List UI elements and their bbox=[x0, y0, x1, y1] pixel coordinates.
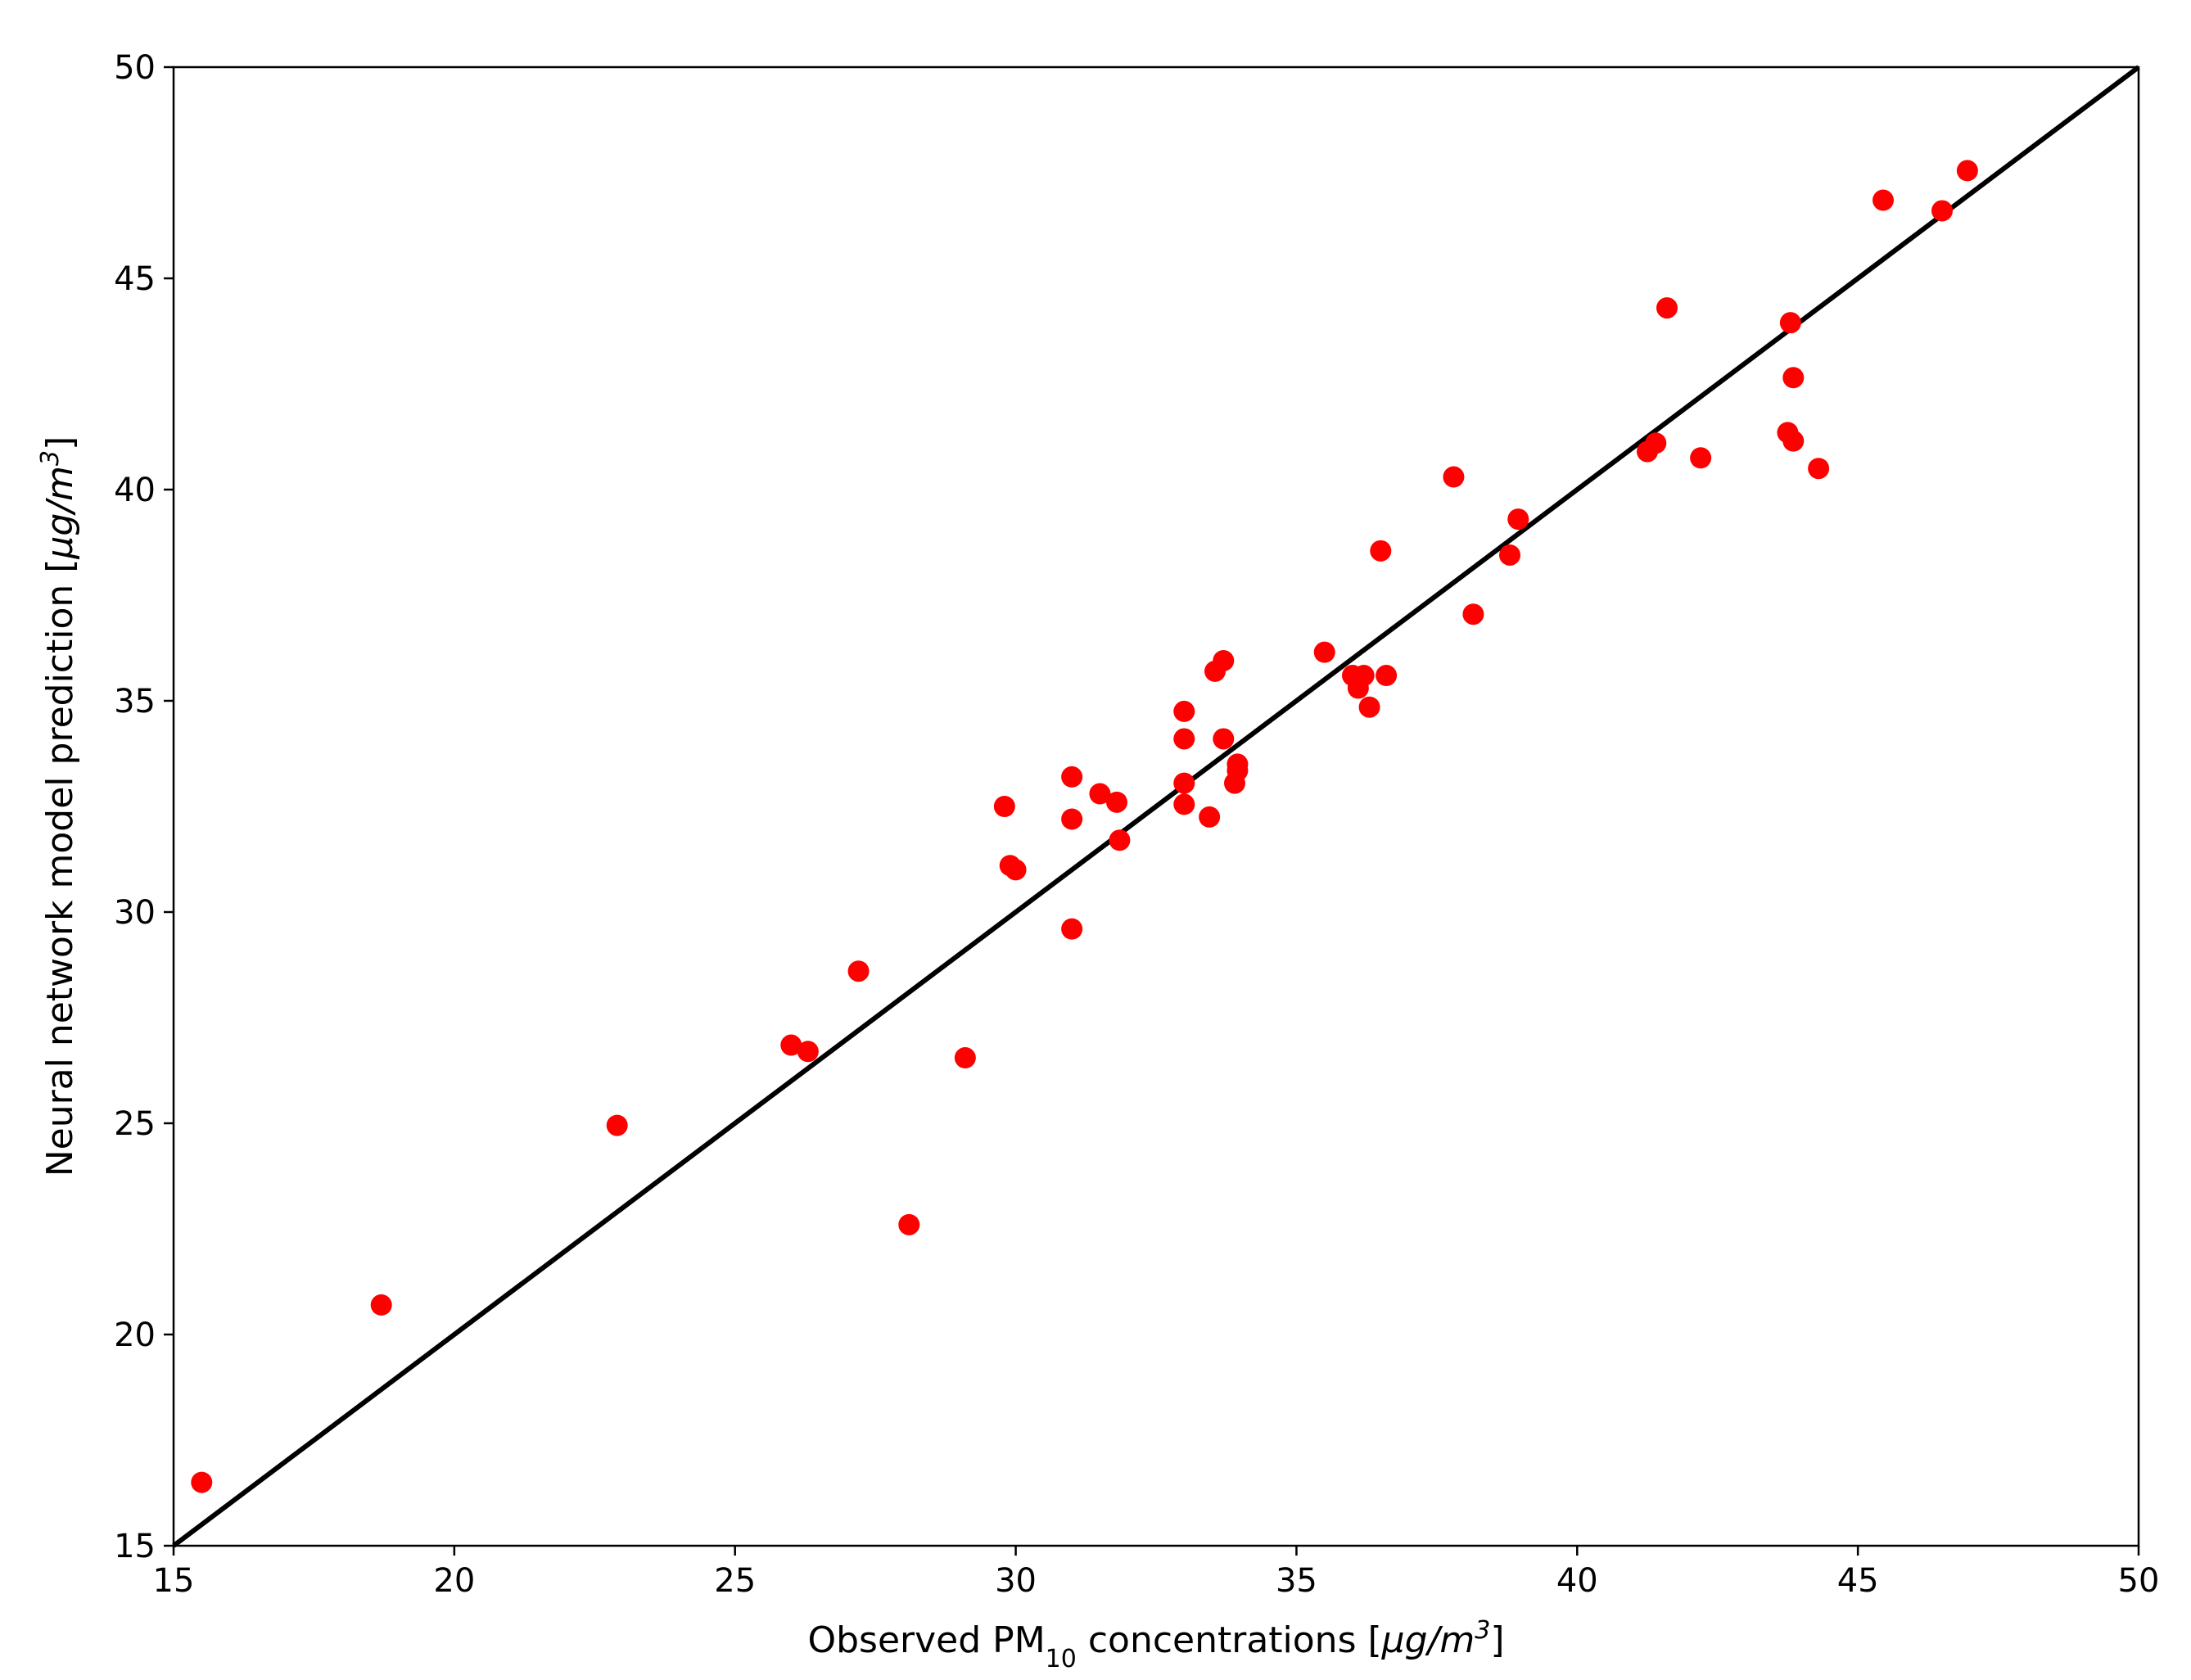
data-point bbox=[1956, 160, 1978, 182]
data-point bbox=[1313, 641, 1335, 663]
y-axis-title-prefix: Neural network model prediction [ bbox=[39, 559, 81, 1177]
data-point bbox=[1061, 808, 1083, 830]
x-tick-label: 30 bbox=[995, 1562, 1037, 1600]
data-point bbox=[1213, 728, 1235, 750]
x-axis-title-prefix: Observed PM bbox=[807, 1619, 1045, 1661]
x-tick-label: 20 bbox=[433, 1562, 475, 1600]
data-point bbox=[1199, 806, 1221, 828]
data-point bbox=[191, 1471, 213, 1493]
data-point bbox=[370, 1294, 392, 1316]
data-point bbox=[780, 1034, 802, 1056]
x-axis-title-middle: concentrations [ bbox=[1077, 1619, 1382, 1661]
data-point bbox=[898, 1213, 920, 1235]
data-point bbox=[1656, 297, 1678, 319]
x-axis-title-superscript: 3 bbox=[1475, 1616, 1490, 1645]
y-tick-label: 30 bbox=[114, 894, 156, 932]
data-point bbox=[1370, 540, 1392, 562]
reference-line bbox=[172, 65, 2140, 1548]
y-tick-label: 35 bbox=[114, 683, 156, 720]
x-tick-label: 25 bbox=[714, 1562, 756, 1600]
data-point bbox=[1061, 765, 1083, 788]
data-point bbox=[1808, 458, 1830, 480]
data-point bbox=[1690, 447, 1712, 469]
x-tick-label: 35 bbox=[1276, 1562, 1317, 1600]
data-point bbox=[606, 1114, 628, 1136]
data-point bbox=[1782, 367, 1805, 389]
data-point bbox=[1779, 312, 1801, 334]
data-point bbox=[1173, 728, 1195, 750]
data-point bbox=[1376, 665, 1398, 687]
y-tick-label: 20 bbox=[114, 1316, 156, 1354]
data-point bbox=[1873, 189, 1894, 211]
data-point bbox=[993, 796, 1015, 817]
x-axis-title-unit: μg/m bbox=[1381, 1619, 1475, 1661]
plot-frame bbox=[172, 65, 2140, 1547]
data-point bbox=[1462, 603, 1484, 625]
data-point bbox=[1443, 466, 1465, 488]
data-point bbox=[1782, 430, 1805, 452]
y-tick-label: 45 bbox=[114, 260, 156, 298]
data-point bbox=[1645, 432, 1667, 454]
data-point bbox=[1358, 696, 1380, 718]
y-axis-title-suffix: ] bbox=[39, 436, 81, 450]
x-tick-label: 40 bbox=[1556, 1562, 1598, 1600]
data-point bbox=[1353, 665, 1375, 687]
data-point bbox=[1005, 859, 1027, 881]
data-point bbox=[1227, 760, 1249, 782]
data-point bbox=[1089, 783, 1111, 805]
x-axis-title: Observed PM10 concentrations [μg/m3] bbox=[807, 1616, 1504, 1673]
data-point bbox=[1106, 791, 1127, 813]
data-point bbox=[1499, 544, 1520, 566]
y-axis-title-unit: μg/m bbox=[39, 466, 81, 560]
reference-line-layer bbox=[172, 65, 2140, 1548]
x-axis: 15 20 25 30 35 40 45 50 bbox=[153, 1546, 2160, 1600]
data-point bbox=[797, 1041, 819, 1063]
data-point bbox=[1173, 793, 1195, 815]
y-tick-label: 25 bbox=[114, 1105, 156, 1143]
data-point bbox=[1109, 829, 1131, 851]
x-tick-label: 15 bbox=[153, 1562, 195, 1600]
data-point bbox=[1173, 772, 1195, 794]
data-points-layer bbox=[191, 160, 1978, 1493]
x-axis-title-suffix: ] bbox=[1490, 1619, 1504, 1661]
y-tick-label: 50 bbox=[114, 49, 156, 87]
data-point bbox=[847, 960, 870, 982]
x-axis-title-subscript: 10 bbox=[1046, 1645, 1077, 1673]
y-tick-label: 40 bbox=[114, 472, 156, 509]
y-axis: 15 20 25 30 35 40 45 50 bbox=[114, 49, 174, 1565]
x-tick-label: 45 bbox=[1837, 1562, 1879, 1600]
data-point bbox=[954, 1047, 976, 1069]
y-axis-title: Neural network model prediction [μg/m3] bbox=[36, 436, 82, 1177]
data-point bbox=[1213, 649, 1235, 671]
y-tick-label: 15 bbox=[114, 1528, 156, 1565]
data-point bbox=[1061, 918, 1083, 940]
plot-area bbox=[172, 65, 2140, 1547]
data-point bbox=[1507, 508, 1529, 531]
data-point bbox=[1173, 700, 1195, 722]
data-point bbox=[1931, 200, 1953, 222]
y-axis-title-superscript: 3 bbox=[36, 450, 65, 466]
x-tick-label: 50 bbox=[2118, 1562, 2160, 1600]
